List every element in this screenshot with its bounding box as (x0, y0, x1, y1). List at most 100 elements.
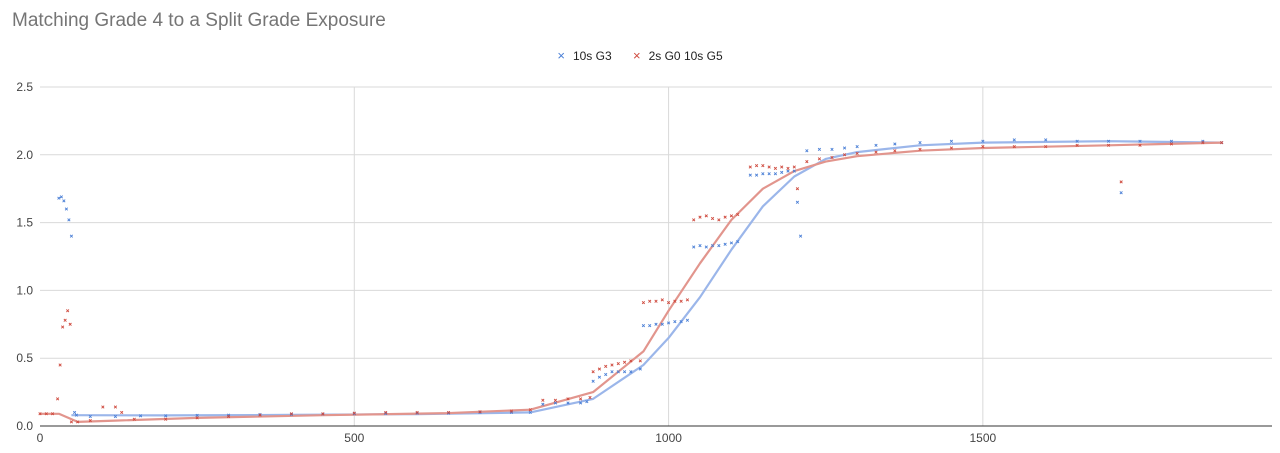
data-point (748, 173, 752, 177)
data-point (717, 244, 721, 248)
data-point (120, 410, 124, 415)
legend-marker-icon: × (557, 48, 565, 63)
data-point (622, 360, 627, 364)
x-tick-label: 1000 (655, 431, 682, 445)
data-point (817, 157, 822, 161)
data-point (72, 410, 77, 415)
data-point (446, 410, 451, 415)
data-point (604, 372, 608, 377)
y-tick-label: 0.5 (16, 351, 33, 365)
data-point (654, 299, 658, 303)
data-point (38, 412, 42, 416)
data-point (855, 151, 859, 156)
data-point (58, 363, 62, 367)
x-tick-label: 500 (344, 431, 364, 445)
x-tick-label: 0 (37, 431, 44, 445)
data-point (622, 370, 627, 374)
data-point (113, 414, 118, 419)
y-tick-label: 2.0 (16, 148, 33, 162)
data-point (74, 413, 79, 417)
data-point (792, 169, 796, 173)
data-point (1012, 138, 1016, 142)
data-point (553, 398, 558, 402)
data-point (478, 410, 482, 414)
data-point (679, 319, 683, 324)
data-point (415, 410, 419, 415)
data-point (830, 147, 834, 151)
data-point (673, 319, 677, 324)
data-point (66, 309, 70, 313)
data-point (1119, 191, 1123, 195)
data-point (597, 367, 602, 371)
y-tick-label: 2.5 (16, 80, 33, 94)
data-point (478, 410, 482, 415)
legend-label: 10s G3 (572, 49, 612, 63)
trend-lines (40, 140, 1222, 423)
gridlines (40, 86, 1272, 427)
data-point (289, 412, 294, 416)
data-point (692, 218, 696, 222)
data-point (723, 242, 727, 246)
data-point (704, 214, 708, 218)
data-point (780, 170, 784, 175)
data-point (780, 165, 784, 169)
data-point (67, 218, 71, 222)
data-point (1169, 142, 1174, 146)
data-point (666, 321, 671, 325)
data-point (591, 379, 595, 383)
data-point (638, 359, 642, 363)
data-point (842, 146, 847, 150)
data-point (63, 318, 67, 322)
chart-legend: × 10s G3 × 2s G0 10s G5 (0, 48, 1280, 63)
data-point (710, 244, 715, 248)
data-point (641, 324, 646, 328)
data-point (761, 172, 765, 176)
data-point (773, 166, 778, 170)
data-point (588, 395, 592, 400)
data-point (893, 142, 897, 146)
data-point (704, 245, 708, 249)
data-point (817, 147, 822, 151)
data-point (528, 408, 532, 412)
data-point (761, 164, 765, 168)
data-point (113, 405, 118, 409)
axes: 0.0 0.5 1.0 1.5 2.0 2.5 0 500 1000 1500 (16, 80, 1272, 445)
data-point (616, 370, 620, 374)
trend-line (71, 140, 1222, 417)
data-point (685, 318, 690, 322)
data-point (68, 322, 72, 326)
data-point (1075, 139, 1079, 143)
data-point (666, 300, 671, 305)
data-point (226, 414, 231, 419)
data-point (673, 299, 677, 303)
data-point (805, 159, 809, 164)
data-point (195, 416, 199, 420)
trend-line (40, 141, 1222, 423)
data-point (660, 298, 664, 302)
data-point (1106, 139, 1111, 143)
legend-item-series-1[interactable]: × 10s G3 (557, 48, 611, 63)
data-point (289, 412, 294, 417)
data-point (754, 164, 759, 168)
data-point (597, 375, 602, 379)
legend-item-series-2[interactable]: × 2s G0 10s G5 (633, 48, 723, 63)
data-point (754, 173, 759, 177)
y-tick-label: 1.5 (16, 216, 33, 230)
data-point (1106, 143, 1111, 147)
data-point (446, 411, 451, 415)
data-point (101, 405, 105, 409)
data-point (786, 169, 790, 173)
data-point (685, 298, 690, 302)
data-point (798, 234, 803, 238)
data-point (648, 299, 652, 303)
data-point (566, 397, 570, 401)
data-point (767, 172, 771, 176)
data-point (44, 412, 48, 416)
y-tick-label: 1.0 (16, 283, 33, 297)
data-point (795, 187, 800, 191)
data-point (164, 417, 168, 421)
data-point (352, 411, 356, 415)
data-point (736, 212, 740, 217)
data-point (384, 411, 388, 416)
legend-marker-icon: × (633, 48, 641, 63)
